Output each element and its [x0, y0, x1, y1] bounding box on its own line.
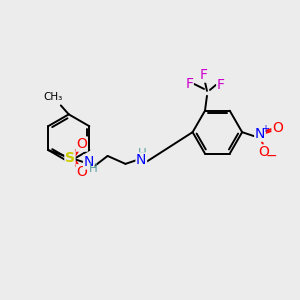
Text: O: O	[259, 145, 269, 159]
Text: F: F	[200, 68, 208, 82]
Text: F: F	[185, 77, 193, 91]
Text: O: O	[76, 165, 87, 179]
Text: N: N	[84, 155, 94, 169]
Text: N: N	[136, 153, 146, 167]
Text: F: F	[217, 78, 225, 92]
Text: O: O	[272, 121, 283, 135]
Text: −: −	[265, 149, 277, 163]
Text: S: S	[65, 151, 75, 165]
Text: N: N	[255, 127, 265, 141]
Text: +: +	[261, 124, 269, 134]
Text: H: H	[138, 148, 147, 160]
Text: H: H	[89, 162, 98, 175]
Text: CH₃: CH₃	[43, 92, 62, 103]
Text: O: O	[76, 137, 87, 151]
